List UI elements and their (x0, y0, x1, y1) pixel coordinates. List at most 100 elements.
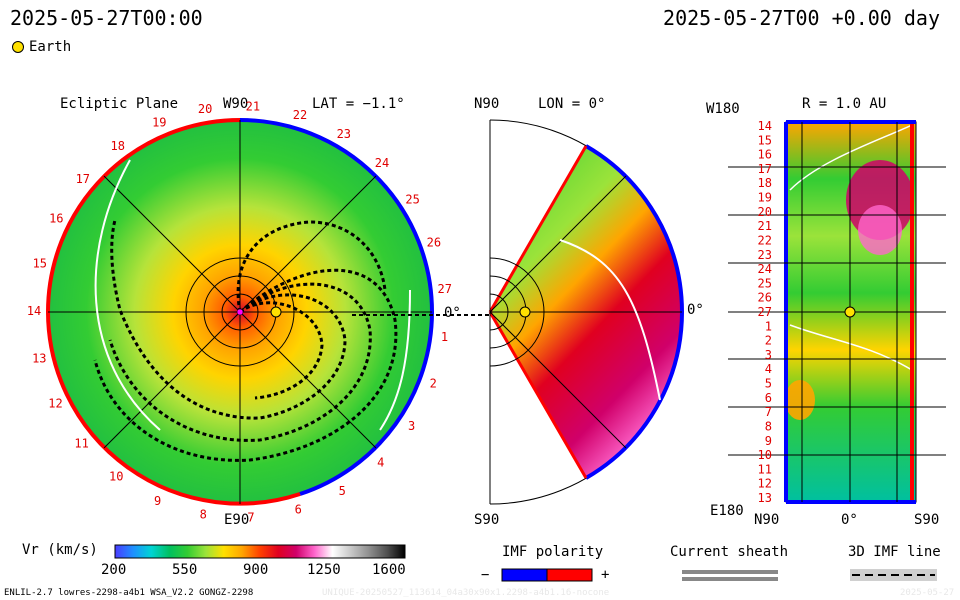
ecliptic-zero-label: 0° (444, 305, 461, 321)
map-y-label: 6 (765, 391, 772, 405)
ecliptic-rotation-label: 8 (200, 508, 207, 522)
colorbar-tick-550: 550 (172, 562, 198, 578)
imf-polarity-legend (501, 568, 593, 582)
map-y-label: 10 (758, 448, 772, 462)
white-contour-2 (379, 289, 411, 431)
map-y-label: 16 (758, 148, 772, 162)
colorbar-strip (114, 544, 406, 559)
map-y-label: 21 (758, 219, 772, 233)
ecliptic-top-label: W90 (223, 96, 249, 112)
ecliptic-rotation-label: 2 (430, 376, 437, 390)
map-y-label: 17 (758, 162, 772, 176)
lon-label: LON = 0° (538, 96, 606, 112)
white-contour (94, 159, 161, 431)
imf-plus-label: + (601, 567, 610, 583)
imf-polarity-ring-positive (45, 118, 301, 506)
current-sheath-legend (682, 569, 778, 581)
ecliptic-rotation-label: 6 (295, 503, 302, 517)
meridional-s-label: S90 (474, 512, 500, 528)
imf3d-legend (850, 569, 937, 581)
colorbar-tick-200: 200 (101, 562, 127, 578)
ecliptic-plane-panel: 20 21222324252627123456789101112131415161… (27, 99, 490, 525)
run-info: UNIQUE-20250527_113614_04a30x90x1.2298-a… (322, 588, 610, 598)
ecliptic-rotation-label: 23 (337, 127, 351, 141)
map-y-label: 13 (758, 491, 772, 505)
ecliptic-rotation-label: 19 (152, 116, 166, 130)
map-y-label: 15 (758, 133, 772, 147)
ecliptic-rotation-label: 9 (154, 494, 161, 508)
ecliptic-rotation-label: 5 (339, 484, 346, 498)
current-sheath-label: Current sheath (670, 544, 789, 560)
earth-marker-icon (12, 41, 24, 53)
map-y-label: 2 (765, 334, 772, 348)
earth-marker-meridional (519, 306, 531, 318)
colorbar-tick-900: 900 (243, 562, 269, 578)
ecliptic-rotation-label: 11 (74, 437, 88, 451)
ecliptic-rotation-label: 7 (247, 511, 254, 525)
colorbar-tick-1250: 1250 (307, 562, 341, 578)
map-y-label: 14 (758, 119, 772, 133)
ecliptic-bottom-label: E90 (224, 512, 250, 528)
map-y-label: 18 (758, 176, 772, 190)
map-y-label: 7 (765, 405, 772, 419)
model-info: ENLIL-2.7 lowres-2298-a4b1 WSA_V2.2 GONG… (4, 588, 254, 598)
ecliptic-rotation-label: 26 (427, 235, 441, 249)
map-y-label: 26 (758, 291, 772, 305)
ecliptic-rotation-label: 12 (48, 397, 62, 411)
imf-negative-swatch (501, 568, 548, 582)
map-bottom-label-n: N90 (754, 512, 780, 528)
meridional-n-label: N90 (474, 96, 500, 112)
imf-minus-label: − (481, 567, 490, 583)
earth-legend: Earth (12, 39, 71, 55)
imf-polarity-label: IMF polarity (502, 544, 604, 560)
map-y-label: 27 (758, 305, 772, 319)
ecliptic-rotation-label: 3 (408, 419, 415, 433)
map-y-label: 11 (758, 462, 772, 476)
map-top-left-label: W180 (706, 101, 740, 117)
ecliptic-rotation-label: 15 (33, 257, 47, 271)
ecliptic-rotation-label: 18 (110, 139, 124, 153)
map-orange-region (785, 380, 815, 420)
ecliptic-rotation-label: 27 (437, 282, 451, 296)
ecliptic-rotation-label: 10 (109, 470, 123, 484)
sun-marker (236, 308, 244, 316)
ecliptic-rotation-label: 20 (198, 102, 212, 116)
map-y-label: 9 (765, 434, 772, 448)
meridional-contour (559, 239, 661, 401)
map-y-label: 5 (765, 377, 772, 391)
map-y-label: 23 (758, 248, 772, 262)
map-y-label: 22 (758, 234, 772, 248)
meridional-zero-label: 0° (687, 302, 704, 318)
lat-label: LAT = −1.1° (312, 96, 405, 112)
map-y-label: 25 (758, 276, 772, 290)
colorbar (114, 544, 406, 559)
ecliptic-rotation-label: 13 (32, 352, 46, 366)
ecliptic-rotation-label: 25 (405, 193, 419, 207)
ecliptic-rotation-label: 14 (27, 304, 41, 318)
colorbar-label: Vr (km/s) (22, 542, 98, 558)
synoptic-map-panel: 1415161718192021222324252627123456789101… (728, 119, 946, 505)
earth-marker-map (844, 306, 856, 318)
map-bottom-left-label: E180 (710, 503, 744, 519)
map-y-label: 1 (765, 319, 772, 333)
ecliptic-rotation-label: 21 (246, 99, 260, 113)
timestamp-left: 2025-05-27T00:00 (10, 6, 203, 30)
map-y-label: 20 (758, 205, 772, 219)
timestamp-right: 2025-05-27T00 +0.00 day (663, 6, 940, 30)
map-y-label: 8 (765, 420, 772, 434)
map-bottom-label-0: 0° (841, 512, 858, 528)
ecliptic-rotation-label: 22 (293, 108, 307, 122)
ecliptic-rotation-label: 17 (76, 172, 90, 186)
imf-positive-swatch (546, 568, 593, 582)
colorbar-tick-1600: 1600 (372, 562, 406, 578)
map-y-label: 12 (758, 477, 772, 491)
footer-date: 2025-05-27 (900, 588, 955, 598)
ecliptic-title: Ecliptic Plane (60, 96, 179, 112)
ecliptic-rotation-label: 24 (375, 156, 389, 170)
ecliptic-rotation-label: 4 (377, 456, 384, 470)
earth-legend-label: Earth (29, 39, 72, 55)
map-bottom-label-s: S90 (914, 512, 940, 528)
meridional-edge-lower (488, 311, 588, 479)
map-y-label: 19 (758, 191, 772, 205)
